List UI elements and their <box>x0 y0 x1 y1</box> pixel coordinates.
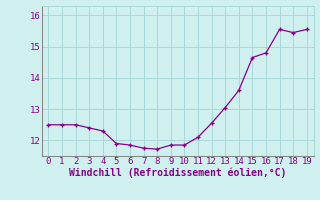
X-axis label: Windchill (Refroidissement éolien,°C): Windchill (Refroidissement éolien,°C) <box>69 168 286 178</box>
